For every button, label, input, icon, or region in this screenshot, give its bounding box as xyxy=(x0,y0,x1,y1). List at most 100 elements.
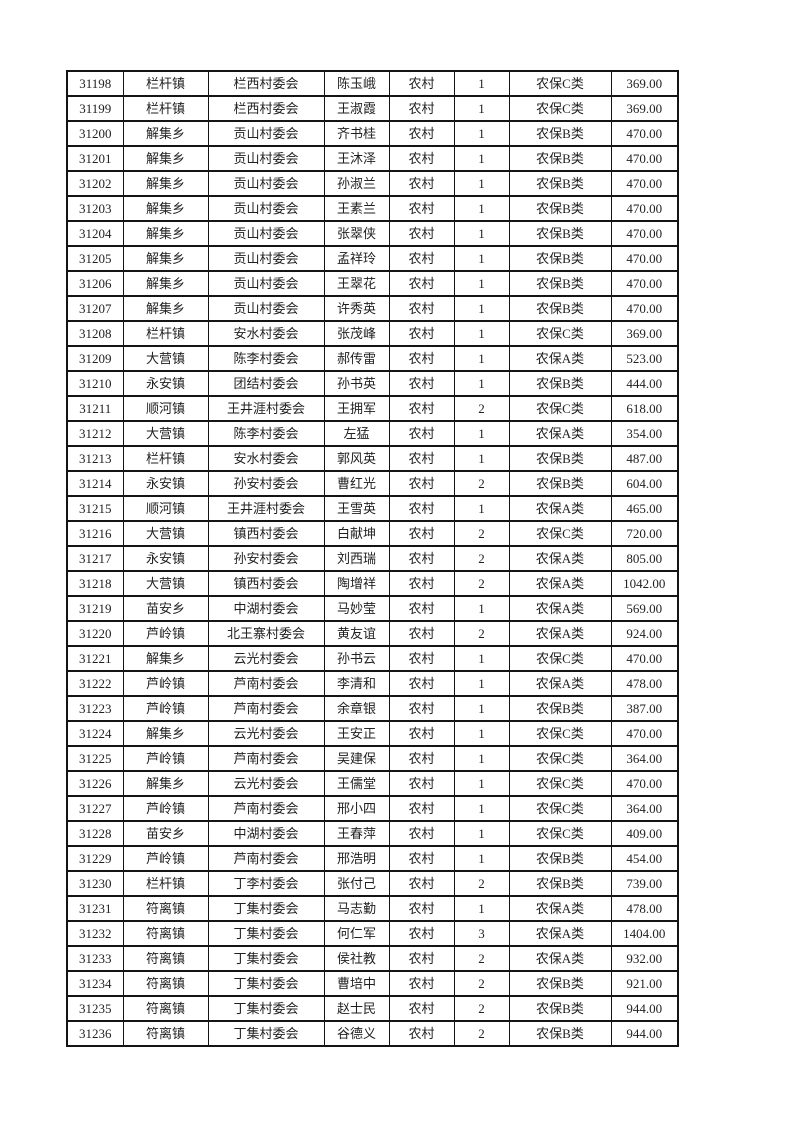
cell-insurance-category: 农保B类 xyxy=(508,470,612,497)
cell-amount: 487.00 xyxy=(610,445,679,472)
cell-person-name: 孙书云 xyxy=(323,645,390,672)
cell-town: 苗安乡 xyxy=(122,595,209,622)
cell-village-committee: 芦南村委会 xyxy=(207,845,325,872)
table-row: 31223 芦岭镇 芦南村委会 余章银 农村 1 农保B类 387.00 xyxy=(66,695,679,722)
cell-village-committee: 镇西村委会 xyxy=(207,520,325,547)
cell-person-count: 2 xyxy=(453,870,510,897)
cell-amount: 478.00 xyxy=(610,895,679,922)
cell-serial-number: 31225 xyxy=(66,745,124,772)
cell-serial-number: 31223 xyxy=(66,695,124,722)
cell-serial-number: 31219 xyxy=(66,595,124,622)
cell-serial-number: 31200 xyxy=(66,120,124,147)
table-row: 31219 苗安乡 中湖村委会 马妙莹 农村 1 农保A类 569.00 xyxy=(66,595,679,622)
table-row: 31235 符离镇 丁集村委会 赵士民 农村 2 农保B类 944.00 xyxy=(66,995,679,1022)
cell-residence-type: 农村 xyxy=(388,645,455,672)
cell-village-committee: 中湖村委会 xyxy=(207,595,325,622)
cell-residence-type: 农村 xyxy=(388,270,455,297)
cell-person-count: 1 xyxy=(453,270,510,297)
cell-amount: 618.00 xyxy=(610,395,679,422)
cell-insurance-category: 农保C类 xyxy=(508,395,612,422)
table-row: 31215 顺河镇 王井涯村委会 王雪英 农村 1 农保A类 465.00 xyxy=(66,495,679,522)
cell-person-count: 1 xyxy=(453,895,510,922)
cell-town: 解集乡 xyxy=(122,770,209,797)
cell-person-count: 2 xyxy=(453,395,510,422)
cell-person-name: 郭风英 xyxy=(323,445,390,472)
cell-insurance-category: 农保A类 xyxy=(508,595,612,622)
cell-residence-type: 农村 xyxy=(388,70,455,97)
cell-person-count: 1 xyxy=(453,770,510,797)
cell-person-name: 王翠花 xyxy=(323,270,390,297)
table-row: 31205 解集乡 贡山村委会 孟祥玲 农村 1 农保B类 470.00 xyxy=(66,245,679,272)
table-row: 31232 符离镇 丁集村委会 何仁军 农村 3 农保A类 1404.00 xyxy=(66,920,679,947)
cell-serial-number: 31231 xyxy=(66,895,124,922)
cell-amount: 470.00 xyxy=(610,720,679,747)
cell-residence-type: 农村 xyxy=(388,220,455,247)
cell-amount: 523.00 xyxy=(610,345,679,372)
cell-town: 符离镇 xyxy=(122,895,209,922)
cell-serial-number: 31233 xyxy=(66,945,124,972)
cell-residence-type: 农村 xyxy=(388,520,455,547)
table-row: 31236 符离镇 丁集村委会 谷德义 农村 2 农保B类 944.00 xyxy=(66,1020,679,1047)
cell-person-count: 2 xyxy=(453,995,510,1022)
cell-village-committee: 镇西村委会 xyxy=(207,570,325,597)
cell-village-committee: 王井涯村委会 xyxy=(207,395,325,422)
cell-village-committee: 贡山村委会 xyxy=(207,145,325,172)
cell-person-count: 1 xyxy=(453,220,510,247)
cell-amount: 470.00 xyxy=(610,270,679,297)
cell-town: 芦岭镇 xyxy=(122,845,209,872)
cell-residence-type: 农村 xyxy=(388,620,455,647)
cell-town: 永安镇 xyxy=(122,470,209,497)
cell-town: 永安镇 xyxy=(122,545,209,572)
cell-person-name: 李清和 xyxy=(323,670,390,697)
cell-village-committee: 栏西村委会 xyxy=(207,95,325,122)
cell-town: 解集乡 xyxy=(122,295,209,322)
cell-insurance-category: 农保C类 xyxy=(508,70,612,97)
cell-residence-type: 农村 xyxy=(388,845,455,872)
cell-amount: 1404.00 xyxy=(610,920,679,947)
cell-amount: 932.00 xyxy=(610,945,679,972)
cell-town: 解集乡 xyxy=(122,720,209,747)
cell-insurance-category: 农保B类 xyxy=(508,370,612,397)
cell-person-name: 黄友谊 xyxy=(323,620,390,647)
cell-residence-type: 农村 xyxy=(388,970,455,997)
cell-town: 符离镇 xyxy=(122,1020,209,1047)
cell-amount: 944.00 xyxy=(610,1020,679,1047)
cell-person-name: 赵士民 xyxy=(323,995,390,1022)
table-row: 31224 解集乡 云光村委会 王安正 农村 1 农保C类 470.00 xyxy=(66,720,679,747)
cell-residence-type: 农村 xyxy=(388,95,455,122)
cell-village-committee: 贡山村委会 xyxy=(207,170,325,197)
cell-amount: 921.00 xyxy=(610,970,679,997)
table-row: 31228 苗安乡 中湖村委会 王春萍 农村 1 农保C类 409.00 xyxy=(66,820,679,847)
cell-person-count: 1 xyxy=(453,245,510,272)
cell-person-name: 曹红光 xyxy=(323,470,390,497)
cell-serial-number: 31227 xyxy=(66,795,124,822)
cell-insurance-category: 农保B类 xyxy=(508,995,612,1022)
cell-person-name: 郝传雷 xyxy=(323,345,390,372)
cell-insurance-category: 农保B类 xyxy=(508,970,612,997)
cell-residence-type: 农村 xyxy=(388,120,455,147)
cell-person-count: 2 xyxy=(453,970,510,997)
cell-person-count: 1 xyxy=(453,695,510,722)
cell-residence-type: 农村 xyxy=(388,370,455,397)
cell-serial-number: 31213 xyxy=(66,445,124,472)
cell-serial-number: 31203 xyxy=(66,195,124,222)
cell-town: 解集乡 xyxy=(122,145,209,172)
cell-village-committee: 团结村委会 xyxy=(207,370,325,397)
cell-village-committee: 云光村委会 xyxy=(207,770,325,797)
cell-amount: 409.00 xyxy=(610,820,679,847)
cell-residence-type: 农村 xyxy=(388,395,455,422)
cell-town: 永安镇 xyxy=(122,370,209,397)
cell-town: 符离镇 xyxy=(122,970,209,997)
cell-village-committee: 丁集村委会 xyxy=(207,1020,325,1047)
cell-amount: 387.00 xyxy=(610,695,679,722)
cell-residence-type: 农村 xyxy=(388,445,455,472)
cell-village-committee: 丁李村委会 xyxy=(207,870,325,897)
cell-person-name: 谷德义 xyxy=(323,1020,390,1047)
cell-residence-type: 农村 xyxy=(388,145,455,172)
cell-village-committee: 芦南村委会 xyxy=(207,795,325,822)
cell-village-committee: 芦南村委会 xyxy=(207,670,325,697)
table-row: 31210 永安镇 团结村委会 孙书英 农村 1 农保B类 444.00 xyxy=(66,370,679,397)
cell-village-committee: 贡山村委会 xyxy=(207,220,325,247)
cell-insurance-category: 农保A类 xyxy=(508,495,612,522)
